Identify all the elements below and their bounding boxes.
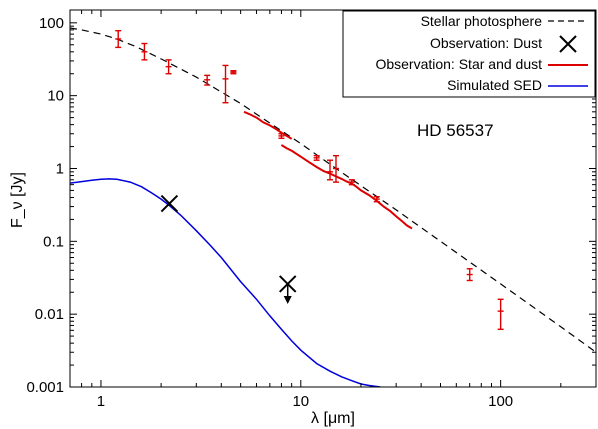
- star-dust-errorbar: [278, 133, 285, 139]
- x-marker-stroke: [160, 194, 179, 213]
- star-dust-errorbar: [348, 179, 355, 186]
- legend-label-dust: Observation: Dust: [430, 35, 542, 51]
- y-tick-label: 10: [47, 88, 64, 105]
- legend-label-photosphere: Stellar photosphere: [421, 13, 543, 29]
- simulated-sed-line: [70, 178, 381, 387]
- upper-limit-arrow-head: [283, 295, 292, 304]
- star-dust-errorbar: [327, 159, 334, 181]
- legend-swatch-dust: [559, 35, 577, 53]
- star-dust-errorbar: [373, 195, 380, 203]
- x-tick-label: 10: [292, 393, 309, 410]
- y-tick-label: 0.01: [35, 306, 64, 323]
- y-tick-label: 0.001: [26, 379, 64, 396]
- x-tick-label: 100: [488, 393, 513, 410]
- star-dust-errorbar: [222, 64, 229, 104]
- legend-label-star-dust: Observation: Star and dust: [375, 56, 542, 72]
- star-dust-errorbar: [313, 154, 320, 161]
- y-tick-label: 1: [56, 160, 64, 177]
- y-axis-label: F_ν [Jy]: [9, 172, 26, 228]
- star-dust-errorbar: [204, 74, 211, 86]
- legend: Stellar photosphere Observation: Dust Ob…: [342, 10, 596, 98]
- y-tick-label: 100: [39, 15, 64, 32]
- x-tick-label: 1: [97, 393, 105, 410]
- star-dust-spectrum: [243, 110, 293, 140]
- plot-series: [70, 27, 596, 387]
- y-tick-label: 0.1: [43, 233, 64, 250]
- star-dust-errorbar: [165, 59, 172, 75]
- x-axis-label: λ [μm]: [311, 410, 355, 427]
- axes: 1 10 100 0.001 0.01 0.1 1 10 100: [26, 10, 597, 410]
- star-dust-errorbar: [141, 42, 148, 61]
- star-dust-errorbar: [332, 154, 339, 183]
- plot-frame: [69, 9, 597, 388]
- star-dust-spectrum: [280, 144, 413, 230]
- star-dust-errorbar: [115, 29, 122, 49]
- legend-label-sed: Simulated SED: [447, 77, 542, 93]
- star-name-annotation: HD 56537: [417, 121, 494, 140]
- star-dust-errorbar: [466, 268, 473, 282]
- star-dust-errorbar: [230, 70, 237, 75]
- dust-observation-marker: [160, 194, 179, 213]
- star-dust-errorbar: [497, 298, 504, 330]
- legend-box: [342, 10, 596, 98]
- dust-observation-marker: [279, 275, 297, 304]
